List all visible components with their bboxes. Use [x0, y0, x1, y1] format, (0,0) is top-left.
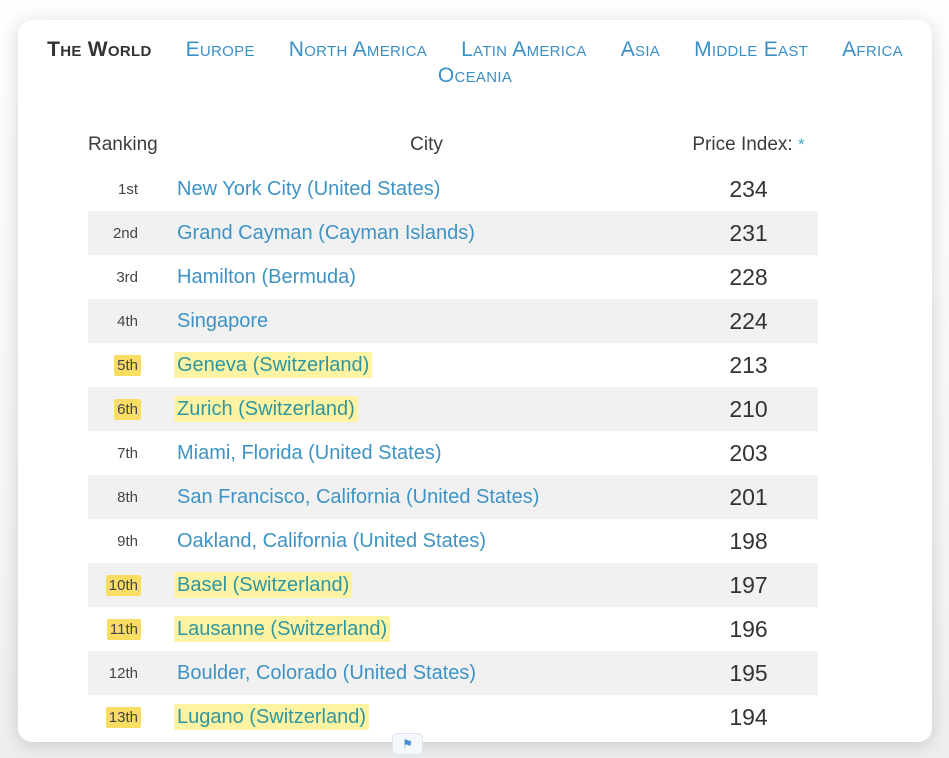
table-header-row: Ranking City Price Index: *	[88, 123, 818, 167]
ranking-header: Ranking	[88, 134, 158, 155]
table-row: 7th Miami, Florida (United States) 203	[88, 431, 818, 475]
price-cell: 203	[729, 439, 768, 466]
table-row: 4th Singapore 224	[88, 299, 818, 343]
tab-asia[interactable]: Asia	[620, 38, 661, 61]
rank-cell: 8th	[117, 488, 138, 506]
city-link[interactable]: Hamilton (Bermuda)	[177, 265, 356, 288]
tab-north-america[interactable]: North America	[288, 38, 428, 61]
rank-cell: 1st	[117, 180, 138, 198]
tab-africa[interactable]: Africa	[842, 38, 903, 61]
price-index-footnote-link[interactable]: *	[797, 135, 805, 154]
region-tabs: The World Europe North America Latin Ame…	[18, 20, 932, 89]
table-row: 6th Zurich (Switzerland) 210	[88, 387, 818, 431]
price-cell: 194	[729, 703, 768, 730]
price-cell: 234	[729, 175, 768, 202]
rank-cell: 9th	[117, 532, 138, 550]
rank-cell: 12th	[108, 664, 138, 682]
rank-cell: 4th	[117, 312, 138, 330]
region-tabs-row-2: Oceania	[18, 63, 932, 89]
rank-cell: 13th	[105, 706, 141, 728]
price-cell: 198	[729, 527, 768, 554]
city-link[interactable]: Lausanne (Switzerland)	[174, 615, 391, 642]
city-link[interactable]: Miami, Florida (United States)	[177, 441, 442, 464]
table-row: 11th Lausanne (Switzerland) 196	[88, 607, 818, 651]
rank-cell: 6th	[114, 398, 141, 420]
table-row: 12th Boulder, Colorado (United States) 1…	[88, 651, 818, 695]
price-cell: 210	[679, 387, 818, 431]
table-row: 8th San Francisco, California (United St…	[88, 475, 818, 519]
price-cell: 213	[729, 351, 768, 378]
tab-oceania[interactable]: Oceania	[437, 64, 513, 87]
price-index-header: Price Index: *	[679, 123, 818, 167]
city-link[interactable]: Boulder, Colorado (United States)	[177, 661, 477, 684]
city-link[interactable]: Geneva (Switzerland)	[174, 351, 373, 378]
tab-the-world[interactable]: The World	[47, 38, 152, 61]
price-cell: 195	[679, 651, 818, 695]
tab-latin-america[interactable]: Latin America	[461, 38, 587, 61]
table-row: 1st New York City (United States) 234	[88, 167, 818, 211]
city-link[interactable]: San Francisco, California (United States…	[177, 485, 540, 508]
price-index-table: Ranking City Price Index: * 1st New York…	[88, 123, 818, 739]
price-cell: 197	[679, 563, 818, 607]
price-cell: 231	[679, 211, 818, 255]
city-header: City	[410, 134, 443, 155]
city-link[interactable]: Grand Cayman (Cayman Islands)	[177, 221, 475, 244]
rank-cell: 11th	[106, 618, 141, 640]
city-link[interactable]: Lugano (Switzerland)	[174, 703, 369, 730]
rank-cell: 3rd	[116, 268, 138, 286]
price-cell: 228	[729, 263, 768, 290]
city-link[interactable]: Singapore	[177, 309, 269, 332]
ranking-card: The World Europe North America Latin Ame…	[18, 20, 932, 742]
table-row: 9th Oakland, California (United States) …	[88, 519, 818, 563]
rank-cell: 7th	[117, 444, 138, 462]
price-index-label: Price Index:	[692, 134, 793, 155]
city-link[interactable]: Zurich (Switzerland)	[174, 395, 358, 422]
flag-icon[interactable]: ⚑	[392, 733, 423, 755]
table-row: 5th Geneva (Switzerland) 213	[88, 343, 818, 387]
price-cell: 201	[679, 475, 818, 519]
city-link[interactable]: Oakland, California (United States)	[177, 529, 487, 552]
rank-cell: 2nd	[112, 224, 138, 242]
rank-cell: 10th	[105, 574, 141, 596]
tab-middle-east[interactable]: Middle East	[694, 38, 809, 61]
table-row: 2nd Grand Cayman (Cayman Islands) 231	[88, 211, 818, 255]
table-row: 10th Basel (Switzerland) 197	[88, 563, 818, 607]
city-link[interactable]: Basel (Switzerland)	[174, 571, 353, 598]
region-tabs-row-1: The World Europe North America Latin Ame…	[18, 37, 932, 63]
table-row: 13th Lugano (Switzerland) 194	[88, 695, 818, 739]
price-cell: 196	[729, 615, 768, 642]
city-link[interactable]: New York City (United States)	[177, 177, 441, 200]
rank-cell: 5th	[114, 354, 141, 376]
price-cell: 224	[679, 299, 818, 343]
table-row: 3rd Hamilton (Bermuda) 228	[88, 255, 818, 299]
tab-europe[interactable]: Europe	[185, 38, 255, 61]
